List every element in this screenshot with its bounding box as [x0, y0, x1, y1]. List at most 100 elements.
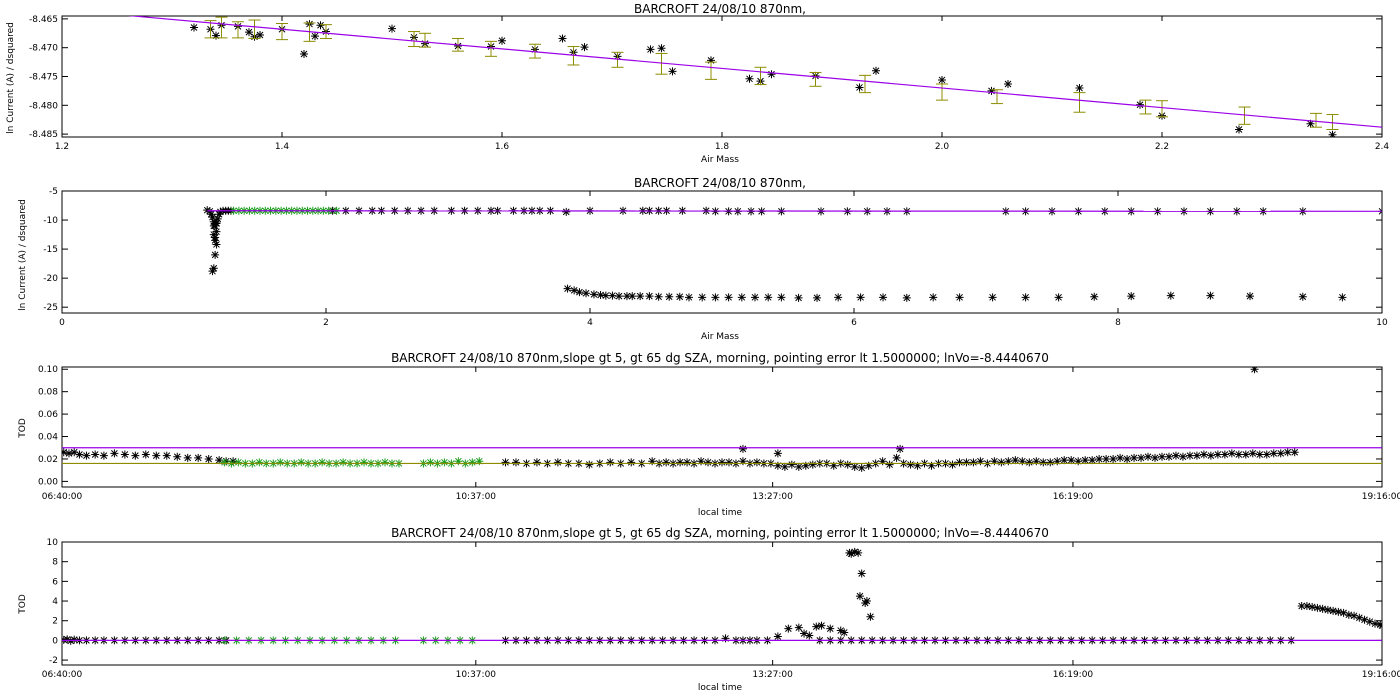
- data-point: [1248, 449, 1257, 458]
- y-tick-label: -10: [43, 216, 58, 226]
- data-point: [562, 207, 571, 216]
- data-point: [1067, 456, 1076, 465]
- y-axis-label: TOD: [18, 594, 28, 615]
- data-point: [1075, 84, 1084, 93]
- data-point: [1004, 457, 1013, 466]
- data-point: [1344, 610, 1353, 619]
- data-point: [1018, 457, 1027, 466]
- data-point: [872, 66, 880, 75]
- data-point: [204, 454, 213, 463]
- data-point: [805, 631, 814, 640]
- data-point: [1102, 454, 1111, 463]
- data-point: [988, 293, 997, 302]
- data-point: [300, 50, 308, 59]
- data-point: [1234, 450, 1243, 459]
- x-tick-label: 2.4: [1375, 142, 1390, 152]
- data-point: [63, 635, 72, 644]
- data-point: [1298, 292, 1307, 301]
- data-point: [596, 290, 605, 299]
- data-point: [1151, 453, 1160, 462]
- data-point: [501, 458, 510, 467]
- data-point: [997, 458, 1006, 467]
- data-point: [381, 458, 390, 467]
- x-tick-label: 2.2: [1155, 142, 1169, 152]
- data-point: [570, 286, 579, 295]
- data-point: [738, 444, 747, 453]
- data-point: [212, 227, 221, 236]
- data-point: [82, 451, 91, 460]
- data-point: [212, 240, 221, 249]
- data-point: [212, 31, 220, 40]
- y-tick-label: -15: [43, 245, 58, 255]
- x-tick-label: 19:16:00: [1362, 670, 1400, 680]
- data-point: [1290, 448, 1299, 457]
- data-point: [558, 34, 567, 43]
- data-point: [850, 547, 859, 556]
- x-tick-label: 1.6: [495, 142, 510, 152]
- data-point: [698, 293, 707, 302]
- data-point: [665, 292, 674, 301]
- data-point: [976, 457, 985, 466]
- y-axis-label: ln Current (A) / dsquared: [18, 199, 28, 311]
- x-axis-label: local time: [698, 508, 743, 518]
- data-point: [1088, 456, 1097, 465]
- data-point: [896, 444, 905, 453]
- data-point: [1308, 602, 1317, 611]
- data-point: [575, 288, 584, 297]
- data-point: [1297, 601, 1306, 610]
- data-point: [836, 626, 845, 635]
- data-point: [173, 452, 182, 461]
- data-point: [850, 462, 859, 471]
- data-point: [1220, 450, 1229, 459]
- data-point: [1302, 601, 1311, 610]
- data-point: [1241, 450, 1250, 459]
- data-point: [955, 458, 964, 467]
- data-point: [1130, 453, 1139, 462]
- data-point: [245, 28, 253, 37]
- data-point: [1199, 450, 1208, 459]
- data-point: [834, 293, 843, 302]
- data-point: [654, 292, 663, 301]
- data-point: [582, 289, 591, 298]
- y-tick-label: -2: [49, 656, 58, 666]
- data-point: [662, 458, 671, 467]
- data-point: [64, 449, 73, 458]
- data-point: [636, 292, 645, 301]
- data-point: [215, 210, 224, 219]
- data-point: [255, 458, 264, 467]
- x-axis-label: Air Mass: [701, 155, 739, 165]
- x-tick-label: 0: [59, 318, 65, 328]
- data-point: [780, 462, 789, 471]
- data-point: [1090, 292, 1099, 301]
- data-point: [787, 460, 796, 469]
- data-point: [902, 293, 911, 302]
- data-point: [1054, 293, 1063, 302]
- data-point: [212, 218, 221, 227]
- x-tick-label: 06:40:00: [42, 670, 83, 680]
- data-point: [1350, 611, 1359, 620]
- data-point: [724, 458, 733, 467]
- data-point: [845, 548, 854, 557]
- data-point: [70, 635, 79, 644]
- data-point: [203, 206, 212, 215]
- data-point: [1371, 619, 1380, 628]
- y-tick-label: 0.08: [38, 388, 58, 398]
- y-tick-label: 4: [52, 597, 58, 607]
- data-point: [297, 458, 306, 467]
- data-point: [1334, 607, 1343, 616]
- data-point: [1378, 621, 1382, 630]
- chart-panel-1: BARCROFT 24/08/10 870nm, Air Mass ln Cur…: [6, 2, 1389, 165]
- x-tick-label: 13:27:00: [752, 492, 793, 502]
- x-tick-label: 16:19:00: [1053, 670, 1094, 680]
- data-point: [646, 45, 655, 54]
- y-tick-label: 8: [52, 558, 58, 568]
- data-point: [707, 56, 715, 65]
- y-tick-label: 0.06: [38, 410, 58, 420]
- data-point: [1318, 604, 1327, 613]
- data-point: [1137, 453, 1146, 462]
- data-point: [955, 293, 964, 302]
- data-point: [208, 213, 217, 222]
- data-point: [1074, 457, 1083, 466]
- data-point: [645, 292, 654, 301]
